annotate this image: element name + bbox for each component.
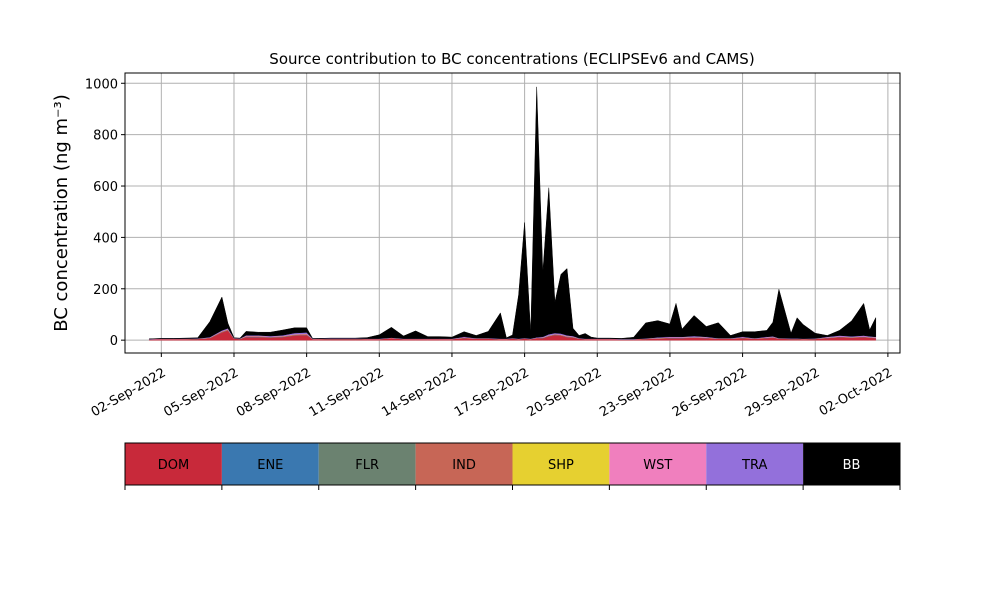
y-tick-label: 0 — [110, 334, 118, 349]
y-tick-label: 600 — [93, 180, 118, 195]
legend-swatch-wst — [609, 443, 707, 485]
x-tick-label: 02-Oct-2022 — [817, 365, 895, 419]
y-tick-label: 800 — [93, 129, 118, 144]
legend-swatch-bb — [803, 443, 900, 485]
legend-label-wst: WST — [643, 458, 672, 473]
chart-title: Source contribution to BC concentrations… — [269, 50, 754, 68]
series-area-bb — [149, 86, 877, 340]
x-tick-label: 26-Sep-2022 — [670, 365, 750, 420]
x-tick-label: 08-Sep-2022 — [234, 365, 314, 420]
y-tick-label: 1000 — [85, 77, 118, 92]
x-tick-label: 05-Sep-2022 — [161, 365, 241, 420]
legend-swatch-shp — [512, 443, 610, 485]
y-axis-label: BC concentration (ng m⁻³) — [51, 94, 72, 332]
legend-swatch-tra — [706, 443, 804, 485]
legend-label-dom: DOM — [158, 458, 189, 473]
grid — [125, 73, 900, 353]
legend-label-ene: ENE — [257, 458, 283, 473]
plot-frame — [124, 72, 901, 354]
x-tick-label: 14-Sep-2022 — [379, 365, 459, 420]
y-axis: 0 200 400 600 800 1000 — [85, 77, 125, 349]
legend-swatch-dom — [125, 443, 222, 485]
x-tick-label: 02-Sep-2022 — [89, 365, 169, 420]
x-tick-label: 23-Sep-2022 — [597, 365, 677, 420]
x-tick-label: 11-Sep-2022 — [307, 365, 387, 420]
x-tick-label: 20-Sep-2022 — [525, 365, 605, 420]
legend-label-flr: FLR — [355, 458, 379, 473]
y-tick-label: 400 — [93, 231, 118, 246]
legend-label-shp: SHP — [548, 458, 574, 473]
colorbar-legend: DOM ENE FLR IND SHP WST TRA BB — [124, 442, 901, 490]
x-tick-label: 17-Sep-2022 — [452, 365, 532, 420]
legend-swatch-flr — [318, 443, 416, 485]
legend-label-bb: BB — [843, 458, 861, 473]
legend-swatch-ind — [415, 443, 513, 485]
plot-areas — [148, 86, 877, 341]
legend-label-tra: TRA — [741, 458, 767, 473]
y-tick-label: 200 — [93, 283, 118, 298]
legend-swatch-ene — [221, 443, 319, 485]
x-axis: 02-Sep-202205-Sep-202208-Sep-202211-Sep-… — [89, 353, 895, 420]
x-tick-label: 29-Sep-2022 — [743, 365, 823, 420]
legend-label-ind: IND — [452, 458, 476, 473]
